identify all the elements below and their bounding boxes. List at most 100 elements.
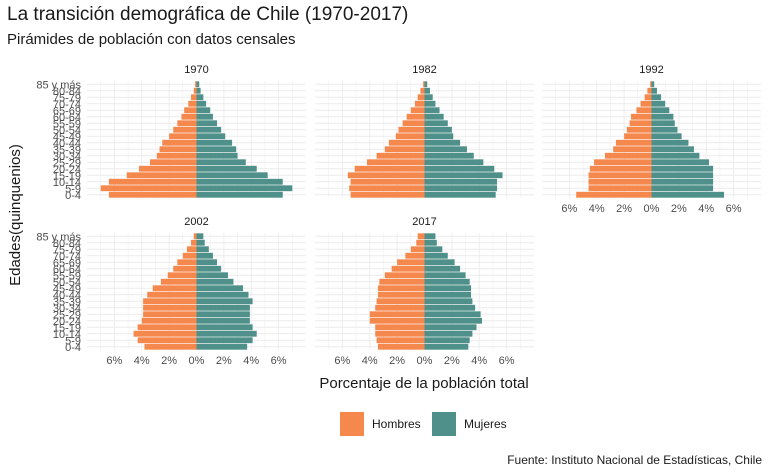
bar-hombres-1982-70-74 <box>414 100 425 107</box>
bar-mujeres-1970-25-29 <box>196 159 246 166</box>
bar-hombres-1992-40-44 <box>615 139 652 146</box>
bar-mujeres-1982-65-69 <box>424 107 440 114</box>
x-tick-label: 4% <box>471 355 487 367</box>
bar-mujeres-1982-35-39 <box>424 146 467 153</box>
bar-hombres-2017-35-39 <box>376 298 425 305</box>
bar-mujeres-2002-25-29 <box>196 311 250 318</box>
bar-hombres-1982-55-59 <box>402 120 425 127</box>
bar-mujeres-2002-80-84 <box>196 239 205 246</box>
bar-mujeres-1970-0-4 <box>196 191 283 198</box>
bar-mujeres-2002-10-14 <box>196 330 257 337</box>
bar-hombres-1970-30-34 <box>156 152 197 159</box>
bar-mujeres-2002-5-9 <box>196 337 253 344</box>
bar-hombres-2002-75-79 <box>186 246 197 253</box>
bar-hombres-2002-80-84 <box>191 239 197 246</box>
bar-hombres-2017-60-64 <box>391 265 425 272</box>
bar-hombres-2002-85 y más <box>193 233 197 240</box>
bar-hombres-1982-65-69 <box>410 107 425 114</box>
bar-mujeres-2002-35-39 <box>196 298 253 305</box>
bar-hombres-1992-50-54 <box>626 126 652 133</box>
bar-hombres-1992-60-64 <box>630 113 652 120</box>
bar-mujeres-1970-5-9 <box>196 185 293 192</box>
bar-hombres-2002-20-24 <box>141 317 197 324</box>
bar-mujeres-2002-55-59 <box>196 272 228 279</box>
x-tick-label: 2% <box>161 355 177 367</box>
bar-mujeres-2017-50-54 <box>424 278 470 285</box>
x-tick-label: 0% <box>644 203 660 215</box>
bar-mujeres-1992-35-39 <box>651 146 694 153</box>
bar-mujeres-1992-30-34 <box>651 152 700 159</box>
x-tick-label: 0% <box>417 355 433 367</box>
bar-mujeres-2017-80-84 <box>424 239 437 246</box>
facet-title: 1982 <box>412 64 436 76</box>
bar-hombres-2002-50-54 <box>160 278 197 285</box>
bar-mujeres-1970-15-19 <box>196 172 268 179</box>
y-tick-label: 25-29 <box>53 157 81 169</box>
bar-hombres-2002-30-34 <box>143 304 197 311</box>
legend-label-mujeres: Mujeres <box>464 417 507 431</box>
bar-mujeres-2017-40-44 <box>424 291 472 298</box>
x-tick-label: 2% <box>444 355 460 367</box>
legend-swatch-mujeres <box>432 412 456 436</box>
bar-mujeres-1992-70-74 <box>651 100 666 107</box>
legend-label-hombres: Hombres <box>372 417 421 431</box>
bar-mujeres-2017-15-19 <box>424 324 477 331</box>
bar-hombres-2017-45-49 <box>377 285 425 292</box>
bar-hombres-1970-80-84 <box>193 87 197 94</box>
bar-mujeres-2002-50-54 <box>196 278 234 285</box>
facet-title: 2002 <box>184 216 208 228</box>
bar-hombres-2002-40-44 <box>147 291 197 298</box>
bar-hombres-2002-25-29 <box>143 311 197 318</box>
bar-mujeres-1992-0-4 <box>651 191 725 198</box>
bar-mujeres-1970-35-39 <box>196 146 237 153</box>
x-tick-label: 6% <box>271 355 287 367</box>
bar-mujeres-2002-75-79 <box>196 246 209 253</box>
y-tick-label: 55-59 <box>53 270 81 282</box>
y-tick-label: 30-34 <box>53 151 81 163</box>
bar-hombres-1992-0-4 <box>576 191 652 198</box>
bar-mujeres-2017-20-24 <box>424 317 482 324</box>
bar-hombres-2017-50-54 <box>379 278 425 285</box>
bar-mujeres-1970-10-14 <box>196 178 283 185</box>
bar-hombres-2017-65-69 <box>397 259 425 266</box>
y-tick-label: 65-69 <box>53 257 81 269</box>
x-tick-label: 4% <box>589 203 605 215</box>
bar-hombres-2017-25-29 <box>369 311 425 318</box>
bar-mujeres-1970-30-34 <box>196 152 238 159</box>
bar-mujeres-2017-65-69 <box>424 259 455 266</box>
bar-hombres-1970-25-29 <box>149 159 197 166</box>
y-tick-label: 35-39 <box>53 296 81 308</box>
legend: Hombres Mujeres <box>0 412 770 440</box>
bar-hombres-1992-45-49 <box>624 133 652 140</box>
bar-mujeres-2017-55-59 <box>424 272 466 279</box>
x-tick-label: 6% <box>561 203 577 215</box>
bar-mujeres-1992-65-69 <box>651 107 670 114</box>
bar-mujeres-1992-40-44 <box>651 139 689 146</box>
y-tick-label: 75-79 <box>53 244 81 256</box>
bar-hombres-2002-70-74 <box>182 252 197 259</box>
bar-mujeres-1970-65-69 <box>196 107 211 114</box>
bar-hombres-1982-60-64 <box>406 113 425 120</box>
bar-hombres-2002-10-14 <box>133 330 197 337</box>
y-tick-label: 60-64 <box>53 264 81 276</box>
y-tick-label: 40-44 <box>53 138 81 150</box>
bar-hombres-1970-15-19 <box>126 172 197 179</box>
bar-mujeres-1970-20-24 <box>196 165 257 172</box>
y-tick-label: 5-9 <box>65 335 81 347</box>
bar-mujeres-2017-5-9 <box>424 337 470 344</box>
bar-hombres-2017-85 y más <box>417 233 425 240</box>
bar-hombres-2017-20-24 <box>369 317 425 324</box>
x-tick-label: 2% <box>616 203 632 215</box>
bar-hombres-1992-20-24 <box>589 165 652 172</box>
bar-mujeres-1992-55-59 <box>651 120 675 127</box>
bar-hombres-1992-80-84 <box>647 87 652 94</box>
bar-hombres-1970-45-49 <box>169 133 197 140</box>
y-tick-label: 10-14 <box>53 177 81 189</box>
x-tick-label: 4% <box>243 355 259 367</box>
x-tick-label: 6% <box>106 355 122 367</box>
bar-hombres-1982-50-54 <box>398 126 425 133</box>
bar-mujeres-1982-20-24 <box>424 165 495 172</box>
bar-mujeres-1982-30-34 <box>424 152 474 159</box>
y-tick-label: 50-54 <box>53 277 81 289</box>
x-tick-label: 0% <box>189 355 205 367</box>
